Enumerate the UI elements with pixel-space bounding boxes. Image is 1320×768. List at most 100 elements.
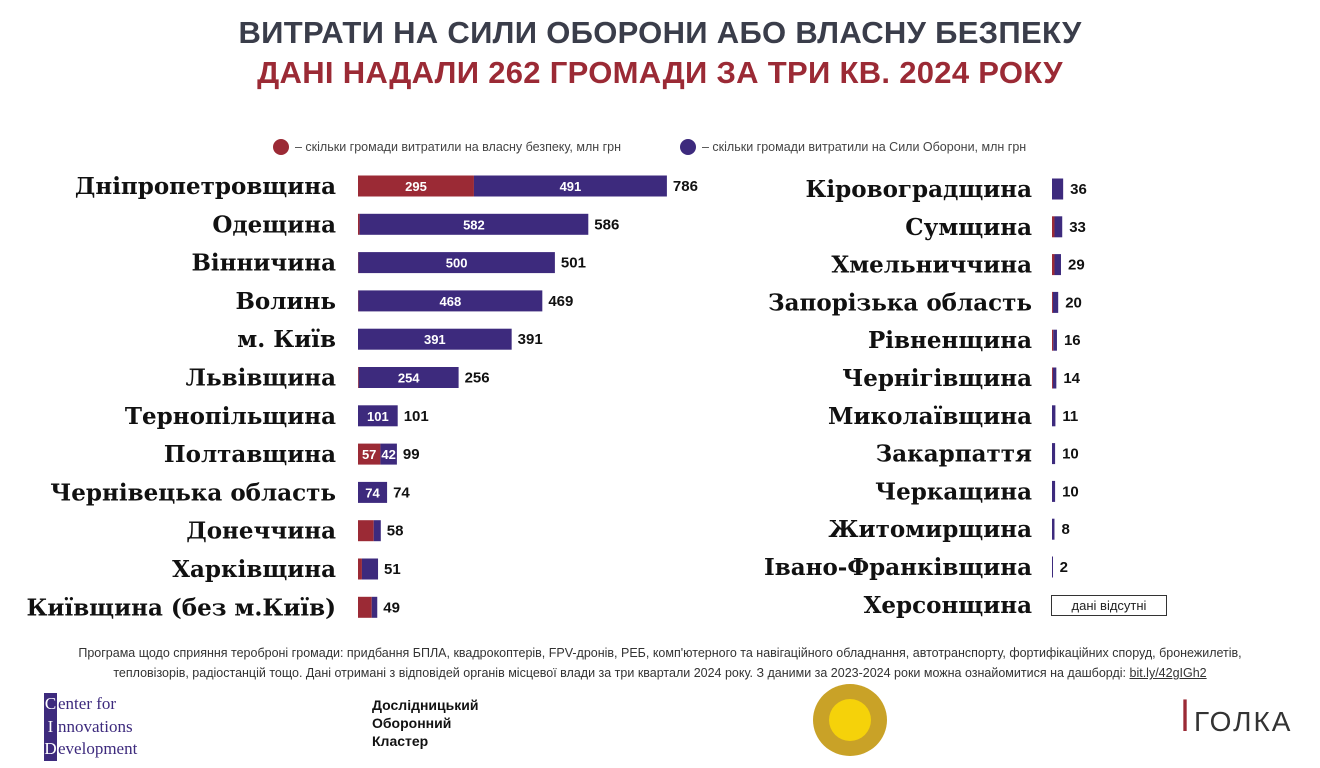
- region-label: Запорізька область: [768, 289, 1032, 316]
- region-label: Дніпропетровщина: [75, 173, 336, 200]
- bar-defense-forces: [361, 558, 379, 580]
- bar-total-label: 51: [384, 561, 401, 578]
- region-label: Миколаївщина: [828, 403, 1032, 430]
- bar-value-defense: 468: [440, 294, 462, 309]
- bar-total-label: 2: [1060, 559, 1068, 576]
- footnote: Програма щодо сприяння тероброні громади…: [30, 643, 1290, 683]
- golka-text: ГОЛКА: [1194, 706, 1293, 737]
- bar-defense-forces: [358, 367, 459, 388]
- legend-own-security: – скільки громади витратили на власну бе…: [273, 139, 621, 155]
- bar-own-security: [358, 443, 381, 465]
- bar-defense-forces: [358, 328, 512, 350]
- bar-total-label: 99: [403, 446, 420, 463]
- region-label: Кіровоградщина: [806, 176, 1033, 203]
- dashboard-link[interactable]: bit.ly/42gIGh2: [1129, 666, 1207, 680]
- bar-total-label: 74: [393, 484, 410, 501]
- cid-letter: I: [44, 715, 57, 738]
- cluster-text: Дослідницький: [372, 697, 479, 713]
- no-data-box: дані відсутні: [1051, 595, 1167, 616]
- golka-logo: ꟾГОЛКА: [1180, 700, 1294, 740]
- region-label: м. Київ: [237, 326, 336, 353]
- bar-defense-forces: [1052, 405, 1056, 427]
- bar-own-security: [358, 558, 362, 580]
- bar-defense-forces: [1052, 556, 1053, 578]
- bar-defense-forces: [1052, 178, 1064, 200]
- bar-total-label: 10: [1062, 446, 1079, 463]
- footnote-line1: Програма щодо сприяння тероброні громади…: [78, 646, 1242, 660]
- bar-total-label: 786: [673, 178, 698, 195]
- region-label: Донеччина: [186, 518, 336, 545]
- bar-value-defense: 391: [424, 332, 446, 347]
- bar-value-defense: 500: [446, 256, 468, 271]
- bar-value-own: 295: [405, 179, 427, 194]
- cid-text: nnovations: [58, 716, 133, 736]
- region-label: Сумщина: [905, 214, 1032, 241]
- bar-total-label: 586: [594, 216, 619, 233]
- region-label: Львівщина: [186, 365, 336, 392]
- region-label: Волинь: [235, 288, 336, 315]
- bar-value-defense: 582: [463, 217, 485, 232]
- bar-defense-forces: [359, 213, 589, 235]
- title-line2: ДАНІ НАДАЛИ 262 ГРОМАДИ ЗА ТРИ КВ. 2024 …: [257, 55, 1063, 90]
- bar-total-label: 11: [1062, 408, 1078, 425]
- bar-total-label: 29: [1068, 257, 1085, 274]
- bar-total-label: 10: [1062, 483, 1079, 500]
- region-label: Тернопільщина: [125, 403, 336, 430]
- bar-defense-forces: [1054, 254, 1061, 276]
- bar-total-label: 469: [548, 293, 573, 310]
- cid-letter: C: [44, 693, 57, 716]
- bar-defense-forces: [1052, 480, 1056, 502]
- bar-defense-forces: [358, 252, 555, 274]
- bar-own-security: [358, 367, 359, 388]
- bar-own-security: [358, 213, 360, 235]
- legend-swatch-purple: [680, 139, 696, 155]
- bar-own-security: [1052, 216, 1055, 238]
- bar-total-label: 49: [383, 599, 400, 616]
- bar-total-label: 20: [1065, 294, 1082, 311]
- bar-value-defense: 101: [367, 409, 389, 424]
- bar-total-label: 391: [518, 331, 543, 348]
- legend-swatch-red: [273, 139, 289, 155]
- bar-defense-forces: [1052, 291, 1059, 313]
- region-label: Івано-Франківщина: [764, 554, 1032, 581]
- bar-total-label: 16: [1064, 332, 1081, 349]
- legend-label: – скільки громади витратили на власну бе…: [295, 140, 622, 154]
- needle-icon: ꟾ: [1180, 701, 1193, 739]
- bar-total-label: 256: [465, 370, 490, 387]
- bar-defense-forces: [1052, 443, 1056, 465]
- bar-value-own: 57: [362, 447, 376, 462]
- bar-total-label: 501: [561, 255, 586, 272]
- bar-defense-forces: [1052, 518, 1055, 540]
- bar-defense-forces: [358, 405, 398, 427]
- bar-total-label: 33: [1069, 219, 1086, 236]
- procurement-school-seal-logo: [813, 684, 887, 756]
- cid-text: evelopment: [58, 739, 138, 758]
- bar-defense-forces: [1052, 367, 1057, 389]
- bar-own-security: [1052, 254, 1055, 276]
- region-label: Чернігівщина: [842, 365, 1032, 392]
- defense-cluster-logo: Дослідницький Оборонний Кластер: [372, 696, 478, 750]
- bar-defense-forces: [380, 443, 397, 465]
- bar-defense-forces: [473, 175, 667, 197]
- bar-value-defense: 74: [365, 485, 380, 500]
- bar-total-label: 8: [1061, 521, 1069, 538]
- region-label: Київщина (без м.Київ): [26, 594, 336, 621]
- cluster-text: Кластер: [372, 733, 429, 749]
- bar-defense-forces: [358, 481, 388, 503]
- title-line1: ВИТРАТИ НА СИЛИ ОБОРОНИ АБО ВЛАСНУ БЕЗПЕ…: [238, 15, 1082, 50]
- legend-defense-forces: – скільки громади витратили на Сили Обор…: [680, 139, 1026, 155]
- bar-total-label: 101: [404, 408, 429, 425]
- bar-own-security: [358, 520, 374, 542]
- region-label: Черкащина: [875, 478, 1032, 505]
- bar-total-label: 14: [1063, 370, 1080, 387]
- region-label: Рівненщина: [868, 327, 1032, 354]
- bar-defense-forces: [1053, 329, 1057, 351]
- region-label: Полтавщина: [164, 441, 336, 468]
- region-label: Херсонщина: [864, 592, 1033, 619]
- region-label: Чернівецька область: [50, 479, 336, 506]
- cid-text: enter for: [58, 694, 117, 713]
- bar-value-defense: 254: [398, 371, 420, 386]
- region-label: Одещина: [212, 211, 336, 238]
